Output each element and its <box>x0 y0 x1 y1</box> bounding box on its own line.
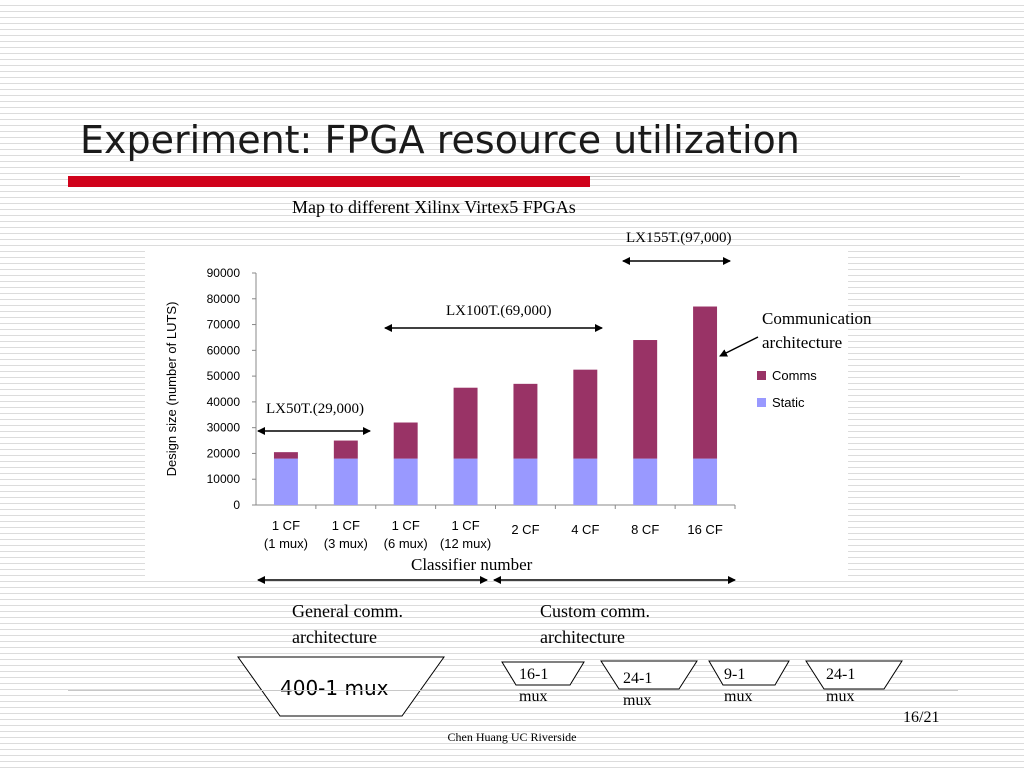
mux-c-line1: 9-1 <box>724 666 746 683</box>
x-tick-label: 16 CF <box>687 522 722 537</box>
y-tick-label: 30000 <box>207 421 241 435</box>
bar-comms-2 <box>333 440 358 459</box>
mux-a-line2: mux <box>519 688 548 705</box>
x-tick-label: 1 CF <box>272 518 300 533</box>
general-comm-line2: architecture <box>292 627 377 647</box>
bar-static-7 <box>633 458 658 505</box>
mux-d-line2: mux <box>826 688 855 705</box>
custom-comm-line2: architecture <box>540 627 625 647</box>
y-tick-label: 50000 <box>207 369 241 383</box>
mux-c-line2: mux <box>724 688 753 705</box>
y-tick-label: 60000 <box>207 343 241 357</box>
lx50t-label: LX50T.(29,000) <box>266 401 365 417</box>
chart-axes: 0 10000 20000 30000 40000 50000 60000 70000 8000… <box>164 266 736 551</box>
x-tick-label: 1 CF <box>332 518 360 533</box>
y-axis-label: Design size (number of LUTS) <box>164 302 179 477</box>
bar-comms-4 <box>453 387 478 459</box>
x-tick-label: (6 mux) <box>384 536 428 551</box>
x-tick-label: (1 mux) <box>264 536 308 551</box>
y-tick-label: 10000 <box>207 472 241 486</box>
lx100t-label: LX100T.(69,000) <box>446 303 552 319</box>
custom-comm-architecture-label: Custom comm. architecture <box>540 598 650 650</box>
bar-static-1 <box>273 458 298 505</box>
title-underline-bar <box>68 176 590 187</box>
bar-static-5 <box>513 458 538 505</box>
mux-b-line1: 24-1 <box>623 670 653 687</box>
chart-legend: Comms Static <box>757 368 817 410</box>
legend-label-static: Static <box>772 395 805 410</box>
bar-static-4 <box>453 458 478 505</box>
x-tick-label: 8 CF <box>631 522 659 537</box>
comm-architecture-note-line2: architecture <box>762 333 843 352</box>
x-axis-label: Classifier number <box>411 555 533 574</box>
comm-architecture-note-line1: Communication <box>762 309 872 328</box>
general-comm-line1: General comm. <box>292 601 403 621</box>
x-tick-label: (12 mux) <box>440 536 491 551</box>
y-tick-label: 20000 <box>207 446 241 460</box>
bar-comms-3 <box>393 422 418 459</box>
x-tick-label: 2 CF <box>511 522 539 537</box>
bar-static-6 <box>573 458 598 505</box>
footer-divider-line <box>68 690 958 691</box>
mux-a-line1: 16-1 <box>519 666 549 683</box>
x-tick-label: (3 mux) <box>324 536 368 551</box>
x-tick-label: 4 CF <box>571 522 599 537</box>
stacked-bar-chart: 0 10000 20000 30000 40000 50000 60000 70000 8000… <box>164 266 817 551</box>
slide-title: Experiment: FPGA resource utilization <box>80 118 800 162</box>
general-mux-label: 400-1 mux <box>280 676 389 700</box>
mux-c-label: 9-1 mux <box>724 664 752 708</box>
y-tick-label: 0 <box>233 498 240 512</box>
title-divider-line <box>590 176 960 177</box>
x-tick-label: 1 CF <box>392 518 420 533</box>
legend-swatch-comms <box>757 371 766 380</box>
custom-comm-line1: Custom comm. <box>540 601 651 621</box>
bar-static-8 <box>693 458 718 505</box>
mux-b-label: 24-1 mux <box>623 668 652 712</box>
bar-static-2 <box>333 458 358 505</box>
bar-static-3 <box>393 458 418 505</box>
bar-comms-8 <box>693 306 718 459</box>
y-tick-label: 80000 <box>207 292 241 306</box>
bar-comms-7 <box>633 340 658 459</box>
y-tick-label: 40000 <box>207 395 241 409</box>
bar-comms-5 <box>513 383 538 459</box>
chart-bars <box>273 306 718 505</box>
y-tick-label: 90000 <box>207 266 241 280</box>
general-comm-architecture-label: General comm. architecture <box>292 598 403 650</box>
x-tick-label: 1 CF <box>451 518 479 533</box>
mux-d-line1: 24-1 <box>826 666 856 683</box>
chart-title: Map to different Xilinx Virtex5 FPGAs <box>292 197 576 217</box>
mux-d-label: 24-1 mux <box>826 664 855 708</box>
y-tick-label: 70000 <box>207 318 241 332</box>
bar-comms-1 <box>273 452 298 459</box>
page-number: 16/21 <box>903 709 940 726</box>
bar-comms-6 <box>573 369 598 459</box>
chart-area: 0 10000 20000 30000 40000 50000 60000 70000 8000… <box>145 248 848 576</box>
lx155t-label: LX155T.(97,000) <box>626 230 732 246</box>
mux-b-line2: mux <box>623 692 652 709</box>
legend-label-comms: Comms <box>772 368 817 383</box>
mux-a-label: 16-1 mux <box>519 664 548 708</box>
legend-swatch-static <box>757 398 766 407</box>
comm-architecture-note: Communication architecture <box>762 307 872 355</box>
footer-text: Chen Huang UC Riverside <box>447 730 577 744</box>
